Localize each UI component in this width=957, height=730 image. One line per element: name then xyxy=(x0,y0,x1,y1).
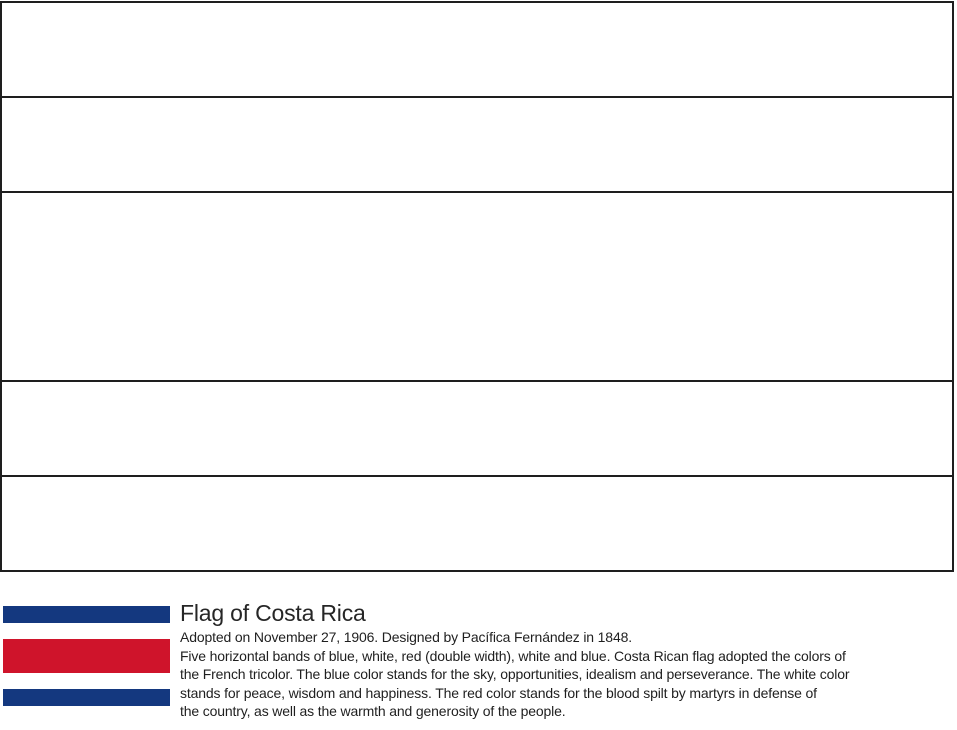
flag-description: Adopted on November 27, 1906. Designed b… xyxy=(180,628,850,721)
thumbnail-stripe-white-upper xyxy=(3,622,170,640)
description-line-1: Adopted on November 27, 1906. Designed b… xyxy=(180,629,632,645)
page-title: Flag of Costa Rica xyxy=(180,600,366,626)
outline-band-blue-top xyxy=(2,3,952,97)
thumbnail-stripe-blue-top xyxy=(3,606,170,623)
outline-band-white-upper xyxy=(2,96,952,192)
outline-band-white-lower xyxy=(2,379,952,475)
thumbnail-stripe-white-lower xyxy=(3,672,170,690)
flag-color-thumbnail xyxy=(3,606,170,707)
description-line-5: the country, as well as the warmth and g… xyxy=(180,703,566,720)
thumbnail-stripe-red-center xyxy=(3,639,170,673)
flag-legend: Flag of Costa Rica Adopted on November 2… xyxy=(180,600,850,721)
outline-band-red-center xyxy=(2,191,952,380)
flag-coloring-outline xyxy=(0,1,954,572)
thumbnail-stripe-blue-bottom xyxy=(3,689,170,707)
outline-band-blue-bottom xyxy=(2,474,952,571)
description-line-4: stands for peace, wisdom and happiness. … xyxy=(180,684,817,701)
description-line-2: Five horizontal bands of blue, white, re… xyxy=(180,647,846,664)
description-line-3: the French tricolor. The blue color stan… xyxy=(180,666,850,683)
